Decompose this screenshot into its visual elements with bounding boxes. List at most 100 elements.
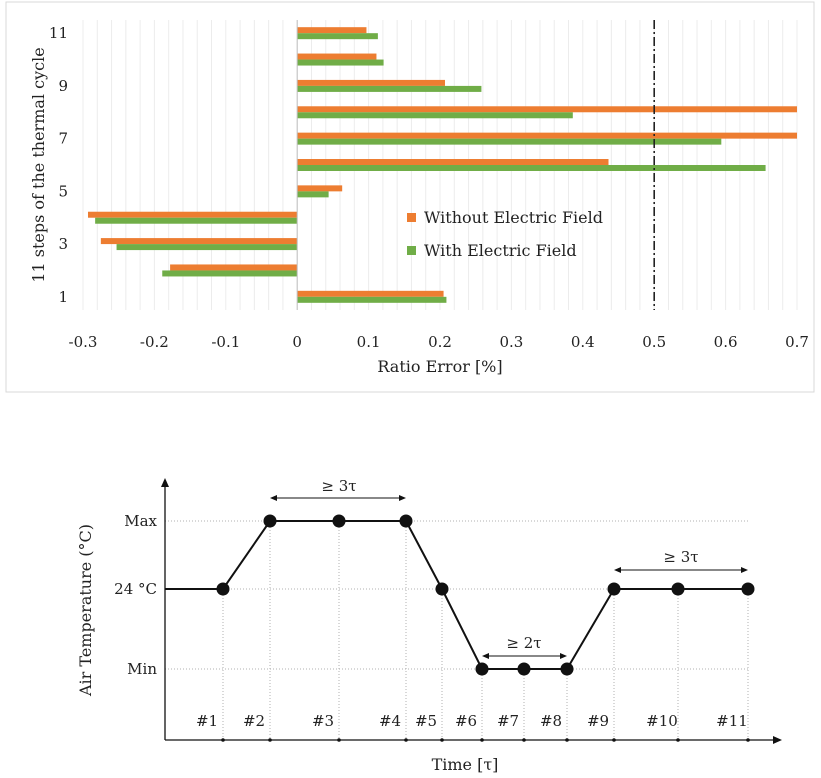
cycle-chart-step-label: #8	[540, 712, 562, 730]
bar-chart-y-tick-label: 5	[58, 182, 68, 200]
bar-without-field	[297, 27, 367, 34]
cycle-chart-temperature-line	[165, 520, 748, 670]
bar-chart-legend: Without Electric Field With Electric Fie…	[407, 208, 603, 260]
bar-chart-x-tick-label: 0.3	[499, 333, 523, 351]
bar-without-field	[297, 132, 797, 139]
cycle-chart-step-label: #5	[415, 712, 437, 730]
cycle-chart-point	[607, 582, 621, 596]
cycle-chart-point	[560, 662, 574, 676]
cycle-chart-x-tick	[565, 738, 569, 742]
cycle-chart-step-label: #9	[587, 712, 609, 730]
bar-without-field	[297, 159, 609, 165]
bar-chart-y-tick-label: 1	[58, 288, 68, 306]
bar-chart-y-tick-label: 11	[49, 24, 68, 42]
bar-chart-x-tick-label: 0.6	[714, 333, 738, 351]
cycle-chart-point	[671, 582, 685, 596]
bar-without-field	[87, 211, 298, 218]
cycle-chart-x-tick	[337, 738, 341, 742]
legend-label-with-field: With Electric Field	[424, 241, 577, 260]
bar-with-field	[297, 33, 378, 40]
cycle-chart-point	[741, 582, 755, 596]
bar-with-field	[162, 270, 298, 277]
cycle-chart-x-tick	[522, 738, 526, 742]
bar-with-field	[297, 165, 766, 171]
cycle-chart-point	[216, 582, 230, 596]
cycle-chart-point	[332, 514, 346, 528]
cycle-chart-arrowhead	[399, 495, 406, 501]
bar-with-field	[297, 138, 722, 145]
cycle-chart-x-axis-arrow	[773, 736, 782, 744]
bar-chart-x-tick-label: 0.4	[571, 333, 595, 351]
bar-with-field	[116, 244, 298, 251]
bar-chart-x-tick-label: 0.5	[642, 333, 666, 351]
cycle-chart-point	[263, 514, 277, 528]
cycle-chart-x-tick	[221, 738, 225, 742]
cycle-chart-arrowhead	[614, 567, 621, 573]
cycle-chart-step-label: #4	[379, 712, 401, 730]
temperature-cycle-chart: Min 24 °C Max #1 #2 #3 #4 #5 #6 #7 #8 #9 #10 #11 ≥ 3τ ≥…	[114, 477, 782, 744]
bar-with-field	[297, 296, 447, 303]
legend-swatch-without-field	[407, 213, 416, 222]
bar-without-field	[100, 238, 298, 245]
cycle-chart-x-tick	[676, 738, 680, 742]
bar-chart-y-tick-label: 9	[58, 77, 68, 95]
bar-chart-x-axis-label: Ratio Error [%]	[377, 357, 502, 376]
bar-chart-x-tick-label: 0.7	[785, 333, 809, 351]
cycle-chart-x-tick	[404, 738, 408, 742]
cycle-chart-step-label: #3	[312, 712, 334, 730]
cycle-chart-x-axis-label: Time [τ]	[432, 755, 499, 774]
cycle-chart-step-label: #1	[196, 712, 218, 730]
bar-chart: -0.3 -0.2 -0.1 0 0.1 0.2 0.3 0.4 0.5 0.6 0.7 1 3 5 7 9 1…	[49, 20, 809, 351]
bar-with-field	[297, 85, 482, 92]
cycle-chart-arrowhead	[741, 567, 748, 573]
bar-without-field	[170, 264, 298, 271]
bar-with-field	[95, 217, 298, 224]
legend-label-without-field: Without Electric Field	[424, 208, 603, 227]
bar-without-field	[297, 53, 377, 60]
cycle-chart-y-tick-label: Min	[127, 660, 157, 678]
cycle-chart-point	[517, 662, 531, 676]
bar-with-field	[297, 191, 329, 198]
bar-without-field	[297, 106, 797, 113]
cycle-chart-x-tick	[480, 738, 484, 742]
bar-chart-y-tick-label: 3	[58, 235, 68, 253]
cycle-chart-point	[435, 582, 449, 596]
bar-chart-y-tick-label: 7	[58, 130, 68, 148]
bar-chart-x-tick-label: -0.2	[140, 333, 169, 351]
cycle-chart-step-label: #6	[455, 712, 477, 730]
cycle-chart-arrowhead	[560, 653, 567, 659]
bar-chart-x-tick-label: -0.3	[69, 333, 98, 351]
bar-chart-x-tick-label: -0.1	[211, 333, 240, 351]
cycle-chart-duration-label: ≥ 3τ	[321, 477, 356, 495]
cycle-chart-duration-label: ≥ 2τ	[506, 634, 541, 652]
bar-chart-y-axis-label: 11 steps of the thermal cycle	[29, 47, 48, 282]
cycle-chart-y-axis-arrow	[161, 478, 169, 487]
bar-without-field	[297, 79, 445, 86]
bar-with-field	[297, 59, 384, 66]
bar-chart-x-tick-label: 0.1	[357, 333, 381, 351]
cycle-chart-duration-label: ≥ 3τ	[663, 548, 698, 566]
cycle-chart-point	[475, 662, 489, 676]
bar-without-field	[297, 290, 444, 297]
cycle-chart-step-label: #2	[243, 712, 265, 730]
bar-with-field	[297, 112, 573, 119]
cycle-chart-x-tick	[612, 738, 616, 742]
cycle-chart-point	[399, 514, 413, 528]
bar-chart-x-tick-label: 0.2	[428, 333, 452, 351]
cycle-chart-step-label: #10	[646, 712, 678, 730]
legend-swatch-with-field	[407, 246, 416, 255]
cycle-chart-arrowhead	[482, 653, 489, 659]
cycle-chart-arrowhead	[270, 495, 277, 501]
bar-without-field	[297, 185, 343, 192]
cycle-chart-y-tick-label: 24 °C	[114, 580, 157, 598]
cycle-chart-y-tick-label: Max	[124, 512, 157, 530]
cycle-chart-y-axis-label: Air Temperature (°C)	[76, 524, 95, 697]
cycle-chart-x-tick	[440, 738, 444, 742]
cycle-chart-step-label: #7	[497, 712, 519, 730]
bar-chart-x-tick-label: 0	[292, 333, 302, 351]
cycle-chart-x-tick	[268, 738, 272, 742]
cycle-chart-step-label: #11	[716, 712, 748, 730]
cycle-chart-x-tick	[746, 738, 750, 742]
bar-chart-frame	[5, 1, 815, 393]
